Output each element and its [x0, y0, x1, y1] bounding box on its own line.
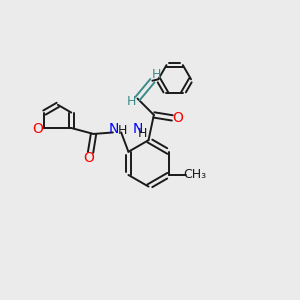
Text: H: H [126, 95, 136, 108]
Text: O: O [84, 151, 94, 165]
Text: H: H [151, 68, 160, 81]
Text: H: H [137, 127, 147, 140]
Text: O: O [172, 111, 183, 125]
Text: O: O [32, 122, 44, 136]
Text: H: H [117, 124, 127, 137]
Text: CH₃: CH₃ [183, 169, 206, 182]
Text: N: N [109, 122, 119, 136]
Text: N: N [133, 122, 143, 136]
